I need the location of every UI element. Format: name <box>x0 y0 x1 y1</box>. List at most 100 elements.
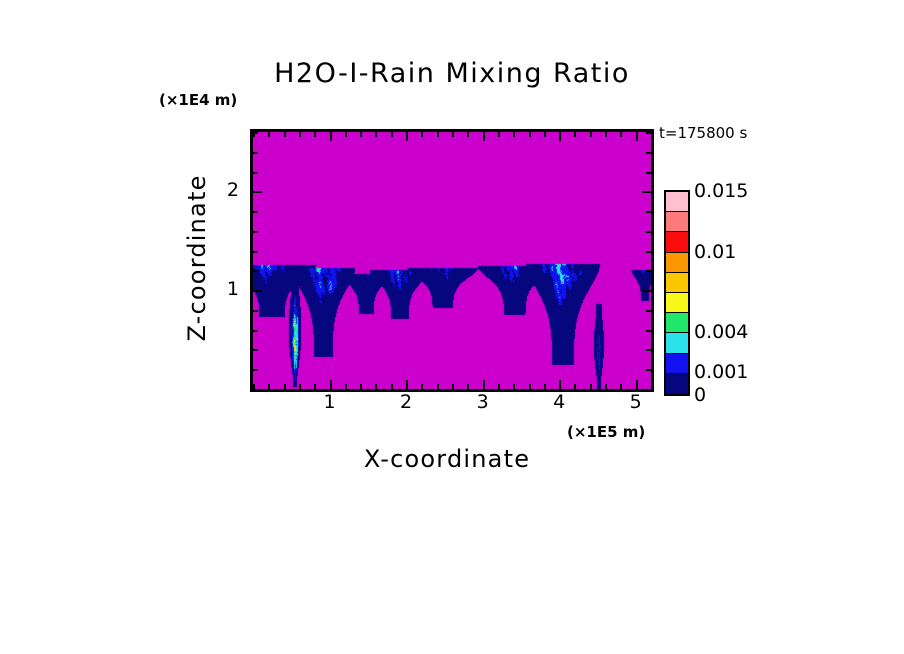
x-axis-units-label: (×1E5 m) <box>567 423 646 441</box>
x-tick-label: 5 <box>629 391 642 413</box>
y-minor-tick-right <box>646 211 651 213</box>
x-minor-tick-top <box>574 132 576 137</box>
x-minor-tick-top <box>498 132 500 137</box>
colorbar-band <box>666 212 688 233</box>
colorbar-band <box>666 232 688 253</box>
x-minor-tick <box>345 384 347 389</box>
colorbar-band <box>666 272 688 293</box>
y-minor-tick-right <box>646 270 651 272</box>
colorbar-band <box>666 192 688 213</box>
time-annotation: t=175800 s <box>659 124 748 142</box>
y-minor-tick-right <box>646 231 651 233</box>
x-minor-tick <box>391 384 393 389</box>
x-minor-tick <box>513 384 515 389</box>
y-minor-tick-right <box>646 152 651 154</box>
x-minor-tick-top <box>284 132 286 137</box>
x-tick-label: 4 <box>553 391 566 413</box>
y-axis-units-label: (×1E4 m) <box>159 91 238 109</box>
x-minor-tick-top <box>529 132 531 137</box>
x-major-tick <box>406 380 408 389</box>
y-minor-tick <box>253 349 258 351</box>
x-minor-tick-top <box>544 132 546 137</box>
x-minor-tick-top <box>345 132 347 137</box>
x-minor-tick-top <box>375 132 377 137</box>
y-minor-tick <box>253 369 258 371</box>
x-minor-tick <box>605 384 607 389</box>
x-major-tick <box>330 380 332 389</box>
colorbar-band <box>666 333 688 354</box>
y-major-tick <box>253 191 262 193</box>
x-minor-tick <box>253 384 255 389</box>
x-major-tick-top <box>406 132 408 141</box>
x-minor-tick <box>467 384 469 389</box>
contour-field <box>253 132 651 389</box>
plot-area <box>250 129 654 392</box>
x-major-tick <box>559 380 561 389</box>
colorbar-tick-label: 0.001 <box>694 360 749 383</box>
y-minor-tick-right <box>646 389 651 391</box>
y-minor-tick-right <box>646 310 651 312</box>
x-minor-tick <box>299 384 301 389</box>
x-major-tick-top <box>636 132 638 141</box>
y-minor-tick <box>253 132 258 134</box>
x-tick-label: 1 <box>323 391 336 413</box>
x-major-tick-top <box>483 132 485 141</box>
x-minor-tick <box>529 384 531 389</box>
x-minor-tick-top <box>421 132 423 137</box>
y-major-tick-right <box>642 191 651 193</box>
colorbar-tick-label: 0.015 <box>694 180 749 202</box>
x-minor-tick <box>360 384 362 389</box>
y-axis-title: Z-coordinate <box>183 174 211 342</box>
x-minor-tick-top <box>299 132 301 137</box>
x-minor-tick-top <box>360 132 362 137</box>
y-minor-tick-right <box>646 172 651 174</box>
x-minor-tick-top <box>268 132 270 137</box>
y-minor-tick <box>253 152 258 154</box>
x-minor-tick-top <box>467 132 469 137</box>
x-major-tick-top <box>559 132 561 141</box>
x-minor-tick <box>421 384 423 389</box>
colorbar-band <box>666 373 688 394</box>
x-minor-tick-top <box>437 132 439 137</box>
y-minor-tick-right <box>646 330 651 332</box>
y-minor-tick <box>253 172 258 174</box>
colorbar-band <box>666 313 688 334</box>
y-minor-tick <box>253 231 258 233</box>
x-minor-tick-top <box>590 132 592 137</box>
colorbar <box>664 190 690 396</box>
y-minor-tick <box>253 211 258 213</box>
x-minor-tick <box>284 384 286 389</box>
x-minor-tick <box>314 384 316 389</box>
y-minor-tick <box>253 330 258 332</box>
x-minor-tick-top <box>513 132 515 137</box>
y-minor-tick <box>253 389 258 391</box>
y-minor-tick <box>253 270 258 272</box>
colorbar-band <box>666 292 688 314</box>
colorbar-tick-label: 0.01 <box>694 240 737 263</box>
x-minor-tick <box>574 384 576 389</box>
x-tick-label: 2 <box>400 391 413 413</box>
x-minor-tick <box>452 384 454 389</box>
x-major-tick <box>636 380 638 389</box>
y-minor-tick-right <box>646 369 651 371</box>
x-minor-tick <box>375 384 377 389</box>
y-tick-label: 2 <box>226 179 239 202</box>
x-minor-tick <box>498 384 500 389</box>
colorbar-band <box>666 353 688 374</box>
x-minor-tick-top <box>620 132 622 137</box>
y-minor-tick-right <box>646 132 651 134</box>
x-minor-tick-top <box>452 132 454 137</box>
x-minor-tick <box>544 384 546 389</box>
colorbar-tick-label: 0.004 <box>694 321 749 344</box>
x-major-tick <box>483 380 485 389</box>
y-tick-label: 1 <box>226 278 239 301</box>
y-minor-tick <box>253 310 258 312</box>
x-minor-tick <box>651 384 653 389</box>
x-minor-tick <box>437 384 439 389</box>
x-minor-tick-top <box>651 132 653 137</box>
y-major-tick <box>253 290 262 292</box>
x-axis-title: X-coordinate <box>363 445 531 473</box>
x-tick-label: 3 <box>476 391 489 413</box>
x-major-tick-top <box>330 132 332 141</box>
page-title: H2O-I-Rain Mixing Ratio <box>274 58 630 89</box>
